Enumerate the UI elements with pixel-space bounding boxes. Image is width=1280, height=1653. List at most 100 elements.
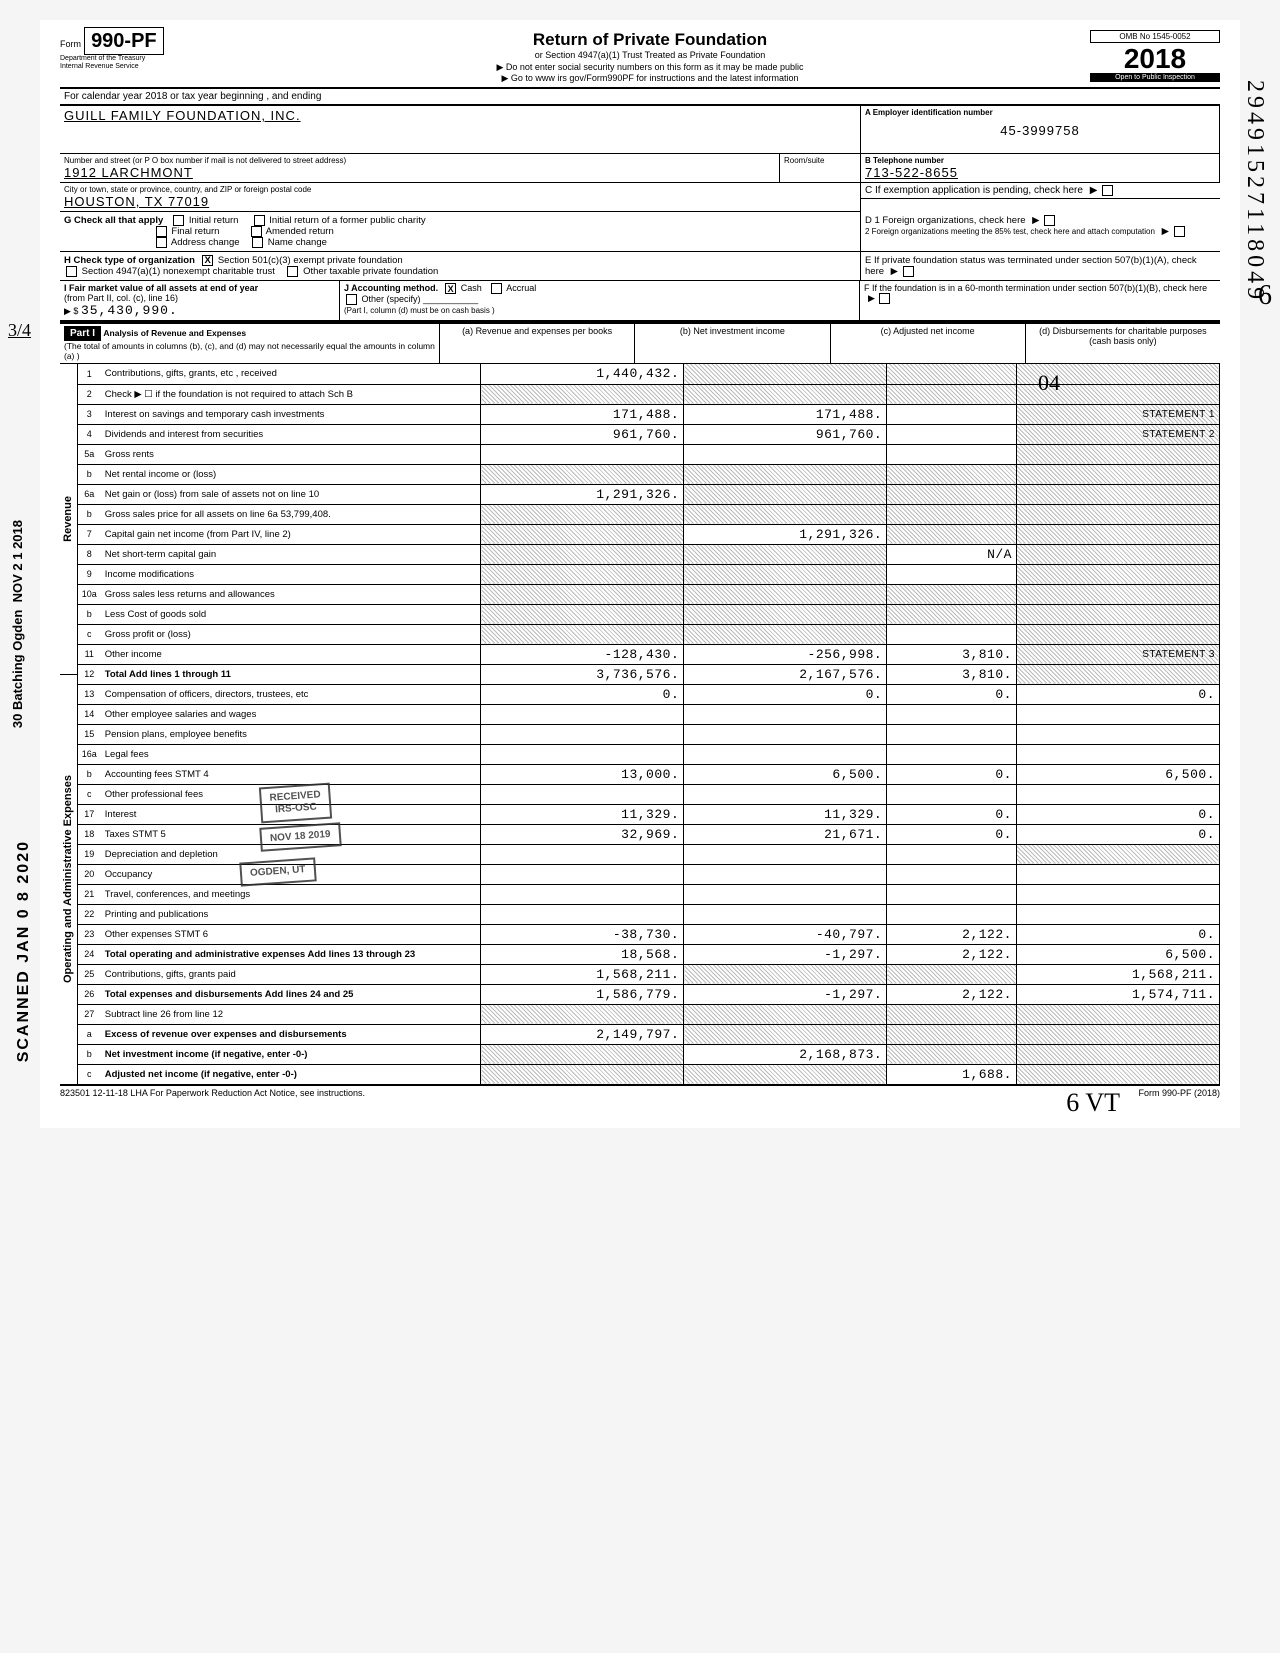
table-row: 22Printing and publications <box>78 904 1220 924</box>
form-footer: 823501 12-11-18 LHA For Paperwork Reduct… <box>60 1085 1220 1098</box>
h-other-cb[interactable] <box>287 266 298 277</box>
table-row: aExcess of revenue over expenses and dis… <box>78 1024 1220 1044</box>
dept-line: Department of the Treasury Internal Reve… <box>60 55 210 70</box>
d1-cb[interactable] <box>1044 215 1055 226</box>
d2-cb[interactable] <box>1174 226 1185 237</box>
table-row: 26Total expenses and disbursements Add l… <box>78 984 1220 1004</box>
form-number: 990-PF <box>84 27 164 55</box>
room-label: Room/suite <box>784 156 856 165</box>
j-other: Other (specify) <box>362 294 421 304</box>
table-row: cOther professional fees <box>78 784 1220 804</box>
col-d-head: (d) Disbursements for charitable purpose… <box>1026 324 1220 363</box>
h-o2: Section 4947(a)(1) nonexempt charitable … <box>82 266 275 277</box>
table-row: 7Capital gain net income (from Part IV, … <box>78 524 1220 544</box>
scanned-stamp: SCANNED JAN 0 8 2020 <box>15 840 33 1062</box>
table-row: 27Subtract line 26 from line 12 <box>78 1004 1220 1024</box>
form-title: Return of Private Foundation <box>218 30 1082 50</box>
tax-year: 2018 <box>1090 45 1220 73</box>
col-a-head: (a) Revenue and expenses per books <box>440 324 635 363</box>
table-row: 25Contributions, gifts, grants paid1,568… <box>78 964 1220 984</box>
part1-badge: Part I <box>64 326 101 341</box>
table-row: 13Compensation of officers, directors, t… <box>78 684 1220 704</box>
table-row: bNet rental income or (loss) <box>78 464 1220 484</box>
g-addr-cb[interactable] <box>156 237 167 248</box>
g-name-cb[interactable] <box>252 237 263 248</box>
h-501c3-cb[interactable]: X <box>202 255 213 266</box>
table-row: 12Total Add lines 1 through 113,736,576.… <box>78 664 1220 684</box>
table-row: 3Interest on savings and temporary cash … <box>78 404 1220 424</box>
j-acc: Accrual <box>506 283 536 293</box>
table-row: bGross sales price for all assets on lin… <box>78 504 1220 524</box>
arrow-icon: ▶ <box>1090 185 1098 196</box>
g-former-cb[interactable] <box>254 215 265 226</box>
col-c-head: (c) Adjusted net income <box>831 324 1026 363</box>
handwritten-34: 3/4 <box>8 320 31 341</box>
h-4947-cb[interactable] <box>66 266 77 277</box>
g-label: G Check all that apply <box>64 215 163 226</box>
handwritten-signature: 6 VT <box>1066 1088 1120 1118</box>
city-label: City or town, state or province, country… <box>64 185 856 194</box>
table-row: 15Pension plans, employee benefits <box>78 724 1220 744</box>
table-row: 18Taxes STMT 532,969.21,671.0.0. <box>78 824 1220 844</box>
i-label: I Fair market value of all assets at end… <box>64 283 258 293</box>
i-prefix: ▶ $ <box>64 306 78 316</box>
form-990pf: 29491527118049 6 3/4 30 Batching Ogden N… <box>40 20 1240 1128</box>
table-row: 6aNet gain or (loss) from sale of assets… <box>78 484 1220 504</box>
expenses-side: Operating and Administrative Expenses <box>60 775 76 983</box>
j-cash: Cash <box>461 283 482 293</box>
footer-left: 823501 12-11-18 LHA For Paperwork Reduct… <box>60 1088 365 1098</box>
g-amend-cb[interactable] <box>251 226 262 237</box>
f-label: F If the foundation is in a 60-month ter… <box>864 283 1207 293</box>
g-o3: Final return <box>171 226 219 237</box>
g-o6: Name change <box>268 237 327 248</box>
i-j-f-row: I Fair market value of all assets at end… <box>60 281 1220 322</box>
g-o4: Amended return <box>266 226 334 237</box>
d2-label: 2 Foreign organizations meeting the 85% … <box>865 227 1155 236</box>
phone-value: 713-522-8655 <box>865 165 958 180</box>
side-batching: 30 Batching Ogden NOV 2 1 2018 <box>10 520 25 728</box>
addr-label: Number and street (or P O box number if … <box>64 156 775 165</box>
table-row: 23Other expenses STMT 6-38,730.-40,797.2… <box>78 924 1220 944</box>
table-row: 17Interest11,329.11,329.0.0. <box>78 804 1220 824</box>
table-row: 19Depreciation and depletion <box>78 844 1220 864</box>
fmv-value: 35,430,990. <box>81 303 178 318</box>
h-label: H Check type of organization <box>64 255 195 266</box>
j-other-cb[interactable] <box>346 294 357 305</box>
form-sub2: ▶ Do not enter social security numbers o… <box>218 62 1082 74</box>
j-cash-cb[interactable]: X <box>445 283 456 294</box>
h-e-row: H Check type of organization X Section 5… <box>60 252 1220 281</box>
j-note: (Part I, column (d) must be on cash basi… <box>344 306 495 315</box>
street-address: 1912 LARCHMONT <box>64 165 193 180</box>
analysis-grid-wrap: Revenue Operating and Administrative Exp… <box>60 364 1220 1085</box>
col-b-head: (b) Net investment income <box>635 324 830 363</box>
e-cb[interactable] <box>903 266 914 277</box>
g-final-cb[interactable] <box>156 226 167 237</box>
table-row: 24Total operating and administrative exp… <box>78 944 1220 964</box>
e-label: E If private foundation status was termi… <box>865 255 1197 277</box>
d1-label: D 1 Foreign organizations, check here <box>865 215 1026 226</box>
form-sub1: or Section 4947(a)(1) Trust Treated as P… <box>218 50 1082 62</box>
table-row: bAccounting fees STMT 413,000.6,500.0.6,… <box>78 764 1220 784</box>
table-row: 9Income modifications <box>78 564 1220 584</box>
table-row: 16aLegal fees <box>78 744 1220 764</box>
identification-block: GUILL FAMILY FOUNDATION, INC. Number and… <box>60 105 1220 212</box>
form-prefix: Form <box>60 39 81 49</box>
j-acc-cb[interactable] <box>491 283 502 294</box>
ein-value: 45-3999758 <box>865 123 1215 138</box>
c-checkbox[interactable] <box>1102 185 1113 196</box>
part1-header: Part I Analysis of Revenue and Expenses … <box>60 322 1220 364</box>
calendar-year-line: For calendar year 2018 or tax year begin… <box>60 89 1220 105</box>
table-row: cAdjusted net income (if negative, enter… <box>78 1064 1220 1084</box>
table-row: 20Occupancy <box>78 864 1220 884</box>
table-row: cGross profit or (loss) <box>78 624 1220 644</box>
foundation-name: GUILL FAMILY FOUNDATION, INC. <box>64 108 301 123</box>
inspection-label: Open to Public Inspection <box>1090 73 1220 82</box>
h-o3: Other taxable private foundation <box>303 266 438 277</box>
f-cb[interactable] <box>879 293 890 304</box>
table-row: 8Net short-term capital gainN/A <box>78 544 1220 564</box>
g-initial-cb[interactable] <box>173 215 184 226</box>
analysis-note: (The total of amounts in columns (b), (c… <box>64 341 435 361</box>
table-row: 14Other employee salaries and wages <box>78 704 1220 724</box>
handwritten-6: 6 <box>1258 280 1272 312</box>
footer-right: Form 990-PF (2018) <box>1138 1088 1220 1098</box>
